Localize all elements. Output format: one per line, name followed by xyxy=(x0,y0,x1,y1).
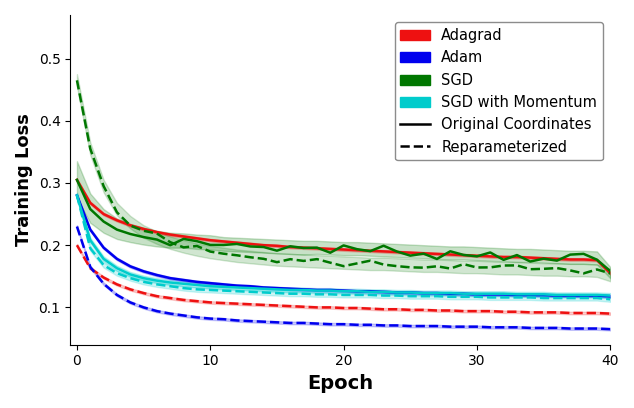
X-axis label: Epoch: Epoch xyxy=(307,374,373,393)
Legend: Adagrad, Adam, SGD, SGD with Momentum, Original Coordinates, Reparameterized: Adagrad, Adam, SGD, SGD with Momentum, O… xyxy=(394,22,603,160)
Y-axis label: Training Loss: Training Loss xyxy=(15,113,33,246)
